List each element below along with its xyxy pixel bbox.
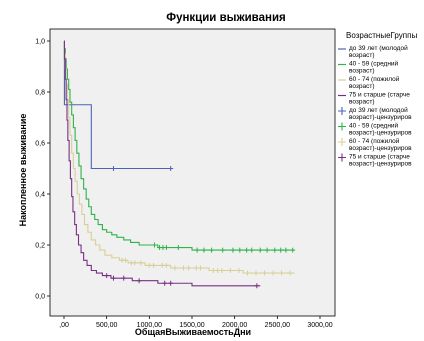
x-axis-label: ОбщаяВыживаемостьДни: [135, 327, 251, 337]
censor-marker: [186, 265, 192, 271]
censor-marker: [219, 268, 225, 273]
survival-curve-series-2: [63, 40, 295, 251]
y-tick-label: 0,8: [35, 90, 45, 97]
legend-label: возраст)-цензуриров: [349, 161, 412, 168]
censor-marker: [253, 270, 259, 276]
legend-censor-swatch: [338, 153, 346, 162]
x-tick-label: 2000,00: [222, 322, 247, 329]
censor-marker: [172, 265, 178, 271]
censor-marker: [215, 268, 221, 273]
survival-curve-series-4: [63, 40, 261, 287]
legend-label: до 39 лет (молодой: [349, 106, 408, 114]
legend-label: возраст)-цензуриров: [349, 145, 412, 152]
chart-title: Функции выживания: [166, 12, 285, 24]
censor-marker: [278, 247, 284, 253]
censor-markers: [104, 166, 296, 289]
censor-marker: [264, 247, 270, 253]
censor-marker: [159, 262, 165, 268]
censor-marker: [175, 245, 181, 251]
censor-marker: [168, 166, 174, 171]
censor-marker: [230, 247, 236, 253]
censor-marker: [104, 273, 110, 279]
censor-marker: [237, 247, 243, 253]
censor-marker: [290, 247, 296, 253]
censor-marker: [209, 247, 215, 253]
legend-label: возраст): [349, 52, 375, 59]
y-axis-label: Накопленное выживание: [18, 114, 28, 227]
censor-marker: [249, 247, 255, 253]
axis-ticks: ,00 500,00 1000,00 1500,00 2000,00 2500,00 300…: [35, 39, 332, 330]
legend-label: возраст): [349, 99, 375, 106]
censor-marker: [210, 268, 216, 273]
y-tick-label: 0,0: [35, 294, 45, 301]
censor-marker: [283, 247, 289, 253]
censor-marker: [121, 275, 127, 281]
legend-label: возраст): [349, 68, 375, 75]
legend-censor-swatch: [338, 138, 346, 146]
censor-marker: [151, 262, 157, 268]
censor-marker: [162, 280, 168, 286]
legend-label: 60 - 74 (пожилой: [349, 75, 400, 83]
y-tick-label: 0,4: [35, 192, 45, 199]
censor-marker: [201, 247, 207, 253]
legend-label: 75 и старше (старче: [349, 154, 410, 161]
legend-label: возраст): [349, 83, 375, 90]
legend-title: ВозрастныеГруппы: [346, 31, 417, 40]
y-tick-label: 0,2: [35, 243, 45, 250]
y-tick-label: 1,0: [35, 39, 45, 46]
censor-marker: [272, 247, 278, 253]
legend-label: 40 - 59 (средний: [349, 60, 399, 68]
censor-marker: [236, 268, 242, 273]
x-tick-label: ,00: [59, 322, 69, 329]
legend-label: возраст)-цензуриров: [349, 114, 412, 121]
censor-marker: [244, 247, 250, 253]
censor-marker: [110, 275, 116, 281]
censor-marker: [198, 265, 204, 271]
censor-marker: [193, 265, 199, 271]
legend-label: до 39 лет (молодой: [349, 44, 408, 52]
censor-marker: [270, 270, 276, 276]
censor-marker: [163, 245, 169, 251]
x-tick-label: 1000,00: [137, 322, 162, 329]
legend-label: 75 и старше (старче: [349, 92, 410, 99]
censor-marker: [194, 247, 200, 253]
censor-marker: [168, 280, 174, 286]
legend-label: 40 - 59 (средний: [349, 122, 399, 130]
censor-marker: [279, 270, 285, 276]
censor-marker: [227, 268, 233, 273]
censor-marker: [180, 265, 186, 271]
legend-label: 60 - 74 (пожилой: [349, 137, 400, 145]
censor-marker: [122, 257, 128, 263]
censor-marker: [151, 242, 157, 248]
legend-label: возраст)-цензуриров: [349, 130, 412, 137]
censor-marker: [220, 247, 226, 253]
censor-marker: [138, 260, 144, 266]
censor-marker: [262, 270, 268, 276]
x-tick-label: 3000,00: [307, 322, 332, 329]
legend-censor-swatch: [338, 122, 346, 131]
censor-marker: [136, 278, 142, 284]
legend-censor-swatch: [338, 107, 346, 115]
censor-marker: [146, 262, 152, 268]
censor-marker: [110, 166, 116, 171]
y-tick-label: 0,6: [35, 141, 45, 148]
censor-marker: [244, 270, 250, 276]
series-layer: [63, 40, 295, 287]
censor-marker: [287, 270, 293, 276]
x-tick-label: 1500,00: [179, 322, 204, 329]
censor-marker: [132, 260, 138, 266]
x-tick-label: 500,00: [96, 322, 118, 329]
censor-marker: [254, 283, 260, 289]
censor-marker: [163, 262, 169, 268]
x-tick-label: 2500,00: [265, 322, 290, 329]
censor-marker: [257, 247, 263, 253]
